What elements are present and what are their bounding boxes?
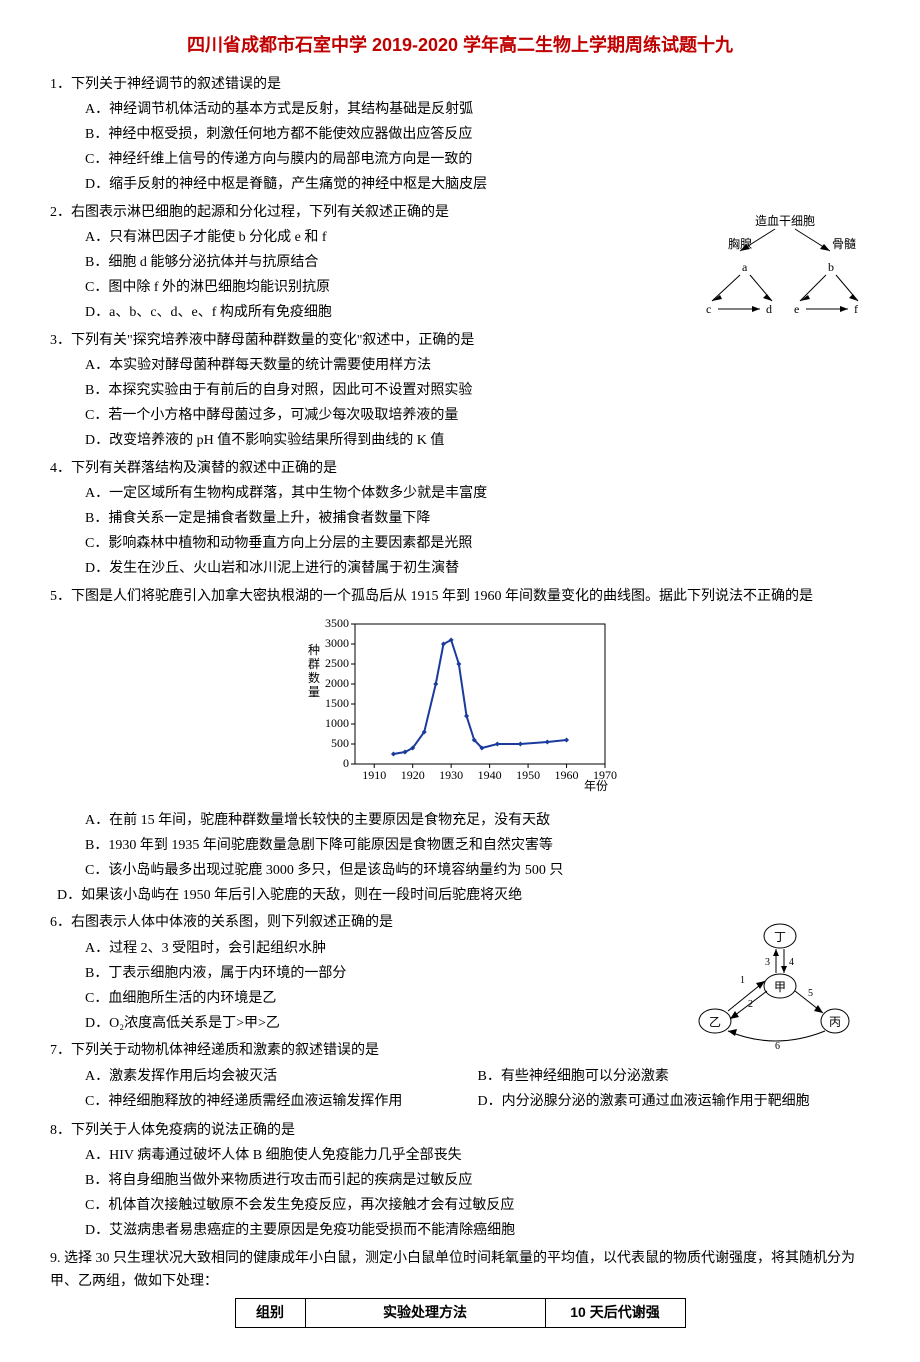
svg-text:群: 群 <box>308 657 320 671</box>
q7-stem: 7．下列关于动物机体神经递质和激素的叙述错误的是 <box>50 1039 870 1063</box>
q4-stem: 4．下列有关群落结构及演替的叙述中正确的是 <box>50 457 870 481</box>
svg-text:种: 种 <box>308 643 320 657</box>
q2-node-c: c <box>706 302 711 316</box>
q4-option-a: A．一定区域所有生物构成群落，其中生物个体数多少就是丰富度 <box>85 482 870 506</box>
q6-edge-3: 3 <box>765 957 770 968</box>
q6-diagram: 丁 甲 乙 丙 3 4 1 2 5 <box>690 921 850 1051</box>
q6-node-bing: 丙 <box>829 1015 841 1029</box>
q9-th-0: 组别 <box>235 1299 305 1328</box>
svg-text:2500: 2500 <box>325 656 349 670</box>
q8-stem: 8．下列关于人体免疫病的说法正确的是 <box>50 1119 870 1143</box>
q6-edge-4: 4 <box>789 957 794 968</box>
q2-diagram-top-label: 造血干细胞 <box>755 214 815 228</box>
svg-text:1000: 1000 <box>325 716 349 730</box>
q2-node-d: d <box>766 302 772 316</box>
q9-th-2: 10 天后代谢强 <box>545 1299 685 1328</box>
svg-text:0: 0 <box>343 756 349 770</box>
q9-th-1: 实验处理方法 <box>305 1299 545 1328</box>
q2-node-e: e <box>794 302 799 316</box>
svg-text:1910: 1910 <box>362 768 386 782</box>
question-7: 7．下列关于动物机体神经递质和激素的叙述错误的是 A．激素发挥作用后均会被灭活 … <box>50 1039 870 1114</box>
question-2: 2．右图表示淋巴细胞的起源和分化过程，下列有关叙述正确的是 A．只有淋巴因子才能… <box>50 201 870 325</box>
q8-option-c: C．机体首次接触过敏原不会发生免疫反应，再次接触才会有过敏反应 <box>85 1194 870 1218</box>
svg-text:500: 500 <box>331 736 349 750</box>
q3-option-d: D．改变培养液的 pH 值不影响实验结果所得到曲线的 K 值 <box>85 429 870 453</box>
question-1: 1．下列关于神经调节的叙述错误的是 A．神经调节机体活动的基本方式是反射，其结构… <box>50 73 870 197</box>
q4-option-d: D．发生在沙丘、火山岩和冰川泥上进行的演替属于初生演替 <box>85 557 870 581</box>
question-6: 6．右图表示人体中体液的关系图，则下列叙述正确的是 A．过程 2、3 受阻时，会… <box>50 911 870 1035</box>
question-5: 5．下图是人们将驼鹿引入加拿大密执根湖的一个孤岛后从 1915 年到 1960 … <box>50 585 870 908</box>
svg-text:年份: 年份 <box>584 779 608 793</box>
q3-option-a: A．本实验对酵母菌种群每天数量的统计需要使用样方法 <box>85 354 870 378</box>
svg-text:1500: 1500 <box>325 696 349 710</box>
q8-option-a: A．HIV 病毒通过破坏人体 B 细胞使人免疫能力几乎全部丧失 <box>85 1144 870 1168</box>
question-3: 3．下列有关"探究培养液中酵母菌种群数量的变化"叙述中，正确的是 A．本实验对酵… <box>50 329 870 453</box>
question-4: 4．下列有关群落结构及演替的叙述中正确的是 A．一定区域所有生物构成群落，其中生… <box>50 457 870 581</box>
q3-option-b: B．本探究实验由于有前后的自身对照，因此可不设置对照实验 <box>85 379 870 403</box>
q7-option-a: A．激素发挥作用后均会被灭活 <box>85 1065 478 1089</box>
q1-option-c: C．神经纤维上信号的传递方向与膜内的局部电流方向是一致的 <box>85 148 870 172</box>
q6-edge-2: 2 <box>748 999 753 1010</box>
q3-stem: 3．下列有关"探究培养液中酵母菌种群数量的变化"叙述中，正确的是 <box>50 329 870 353</box>
q2-node-b: b <box>828 260 834 274</box>
q6-node-jia: 甲 <box>774 980 786 994</box>
svg-text:3500: 3500 <box>325 616 349 630</box>
svg-text:数: 数 <box>308 670 320 685</box>
q4-option-c: C．影响森林中植物和动物垂直方向上分层的主要因素都是光照 <box>85 532 870 556</box>
svg-text:1950: 1950 <box>516 768 540 782</box>
svg-text:1940: 1940 <box>478 768 502 782</box>
q8-option-b: B．将自身细胞当做外来物质进行攻击而引起的疾病是过敏反应 <box>85 1169 870 1193</box>
svg-text:1960: 1960 <box>555 768 579 782</box>
q7-option-d: D．内分泌腺分泌的激素可通过血液运输作用于靶细胞 <box>478 1090 871 1114</box>
svg-text:2000: 2000 <box>325 676 349 690</box>
q2-node-f: f <box>854 302 858 316</box>
svg-text:1930: 1930 <box>439 768 463 782</box>
q6-node-yi: 乙 <box>709 1015 721 1029</box>
svg-text:量: 量 <box>308 685 320 699</box>
q6-edge-5: 5 <box>808 988 813 999</box>
question-9: 9. 选择 30 只生理状况大致相同的健康成年小白鼠，测定小白鼠单位时间耗氧量的… <box>50 1247 870 1328</box>
q6-edge-1: 1 <box>740 975 745 986</box>
q5-stem: 5．下图是人们将驼鹿引入加拿大密执根湖的一个孤岛后从 1915 年到 1960 … <box>50 585 870 609</box>
q5-option-a: A．在前 15 年间，驼鹿种群数量增长较快的主要原因是食物充足，没有天敌 <box>85 809 870 833</box>
svg-text:1920: 1920 <box>401 768 425 782</box>
q5-option-c: C．该小岛屿最多出现过驼鹿 3000 多只，但是该岛屿的环境容纳量约为 500 … <box>85 859 870 883</box>
q9-table: 组别 实验处理方法 10 天后代谢强 <box>235 1298 686 1328</box>
document-title: 四川省成都市石室中学 2019-2020 学年高二生物上学期周练试题十九 <box>50 30 870 61</box>
q2-diagram-right: 骨髓 <box>832 237 856 251</box>
q1-option-d: D．缩手反射的神经中枢是脊髓，产生痛觉的神经中枢是大脑皮层 <box>85 173 870 197</box>
q7-option-b: B．有些神经细胞可以分泌激素 <box>478 1065 871 1089</box>
q5-option-d: D．如果该小岛屿在 1950 年后引入驼鹿的天敌，则在一段时间后驼鹿将灭绝 <box>50 884 870 908</box>
q1-option-a: A．神经调节机体活动的基本方式是反射，其结构基础是反射弧 <box>85 98 870 122</box>
q6-node-ding: 丁 <box>774 930 786 944</box>
q2-diagram-left: 胸腺 <box>728 236 752 251</box>
q7-option-c: C．神经细胞释放的神经递质需经血液运输发挥作用 <box>85 1090 478 1114</box>
svg-text:3000: 3000 <box>325 636 349 650</box>
q8-option-d: D．艾滋病患者易患癌症的主要原因是免疫功能受损而不能清除癌细胞 <box>85 1219 870 1243</box>
q5-option-b: B．1930 年到 1935 年间驼鹿数量急剧下降可能原因是食物匮乏和自然灾害等 <box>85 834 870 858</box>
q1-stem: 1．下列关于神经调节的叙述错误的是 <box>50 73 870 97</box>
q4-option-b: B．捕食关系一定是捕食者数量上升，被捕食者数量下降 <box>85 507 870 531</box>
q2-node-a: a <box>742 260 748 274</box>
q1-option-b: B．神经中枢受损，刺激任何地方都不能使效应器做出应答反应 <box>85 123 870 147</box>
q5-chart: 0 500 1000 1500 2000 2500 3000 3500 1910 1920 1930… <box>300 614 620 794</box>
question-8: 8．下列关于人体免疫病的说法正确的是 A．HIV 病毒通过破坏人体 B 细胞使人… <box>50 1119 870 1243</box>
q3-option-c: C．若一个小方格中酵母菌过多，可减少每次吸取培养液的量 <box>85 404 870 428</box>
q2-diagram: 造血干细胞 胸腺 骨髓 a c d b e f <box>700 213 870 323</box>
q9-stem: 9. 选择 30 只生理状况大致相同的健康成年小白鼠，测定小白鼠单位时间耗氧量的… <box>50 1247 870 1295</box>
